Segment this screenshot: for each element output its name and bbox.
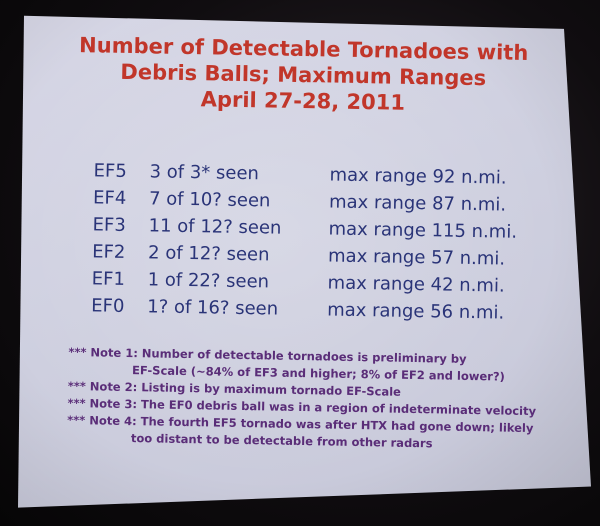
row-range: max range 57 n.mi. [327,245,506,270]
row-range: max range 42 n.mi. [327,272,505,297]
row-scale: EF5 [93,160,127,182]
row-scale: EF2 [91,241,126,263]
row-seen: 11 of 12? seen [148,215,282,239]
slide-title: Number of Detectable Tornadoes with Debr… [63,32,544,118]
row-range: max range 56 n.mi. [327,299,505,324]
row-scale: EF1 [91,268,126,290]
row-range: max range 87 n.mi. [328,191,507,216]
notes-block: *** Note 1: Number of detectable tornado… [67,344,539,454]
row-seen: 3 of 3* seen [149,161,260,185]
row-scale: EF4 [92,187,127,209]
row-seen: 7 of 10? seen [148,188,271,212]
row-seen: 1? of 16? seen [147,296,279,320]
row-seen: 2 of 12? seen [147,242,270,266]
row-range: max range 115 n.mi. [328,218,518,243]
row-range: max range 92 n.mi. [329,164,507,189]
row-seen: 1 of 22? seen [147,269,270,293]
row-scale: EF3 [92,214,126,236]
row-scale: EF0 [91,295,125,317]
